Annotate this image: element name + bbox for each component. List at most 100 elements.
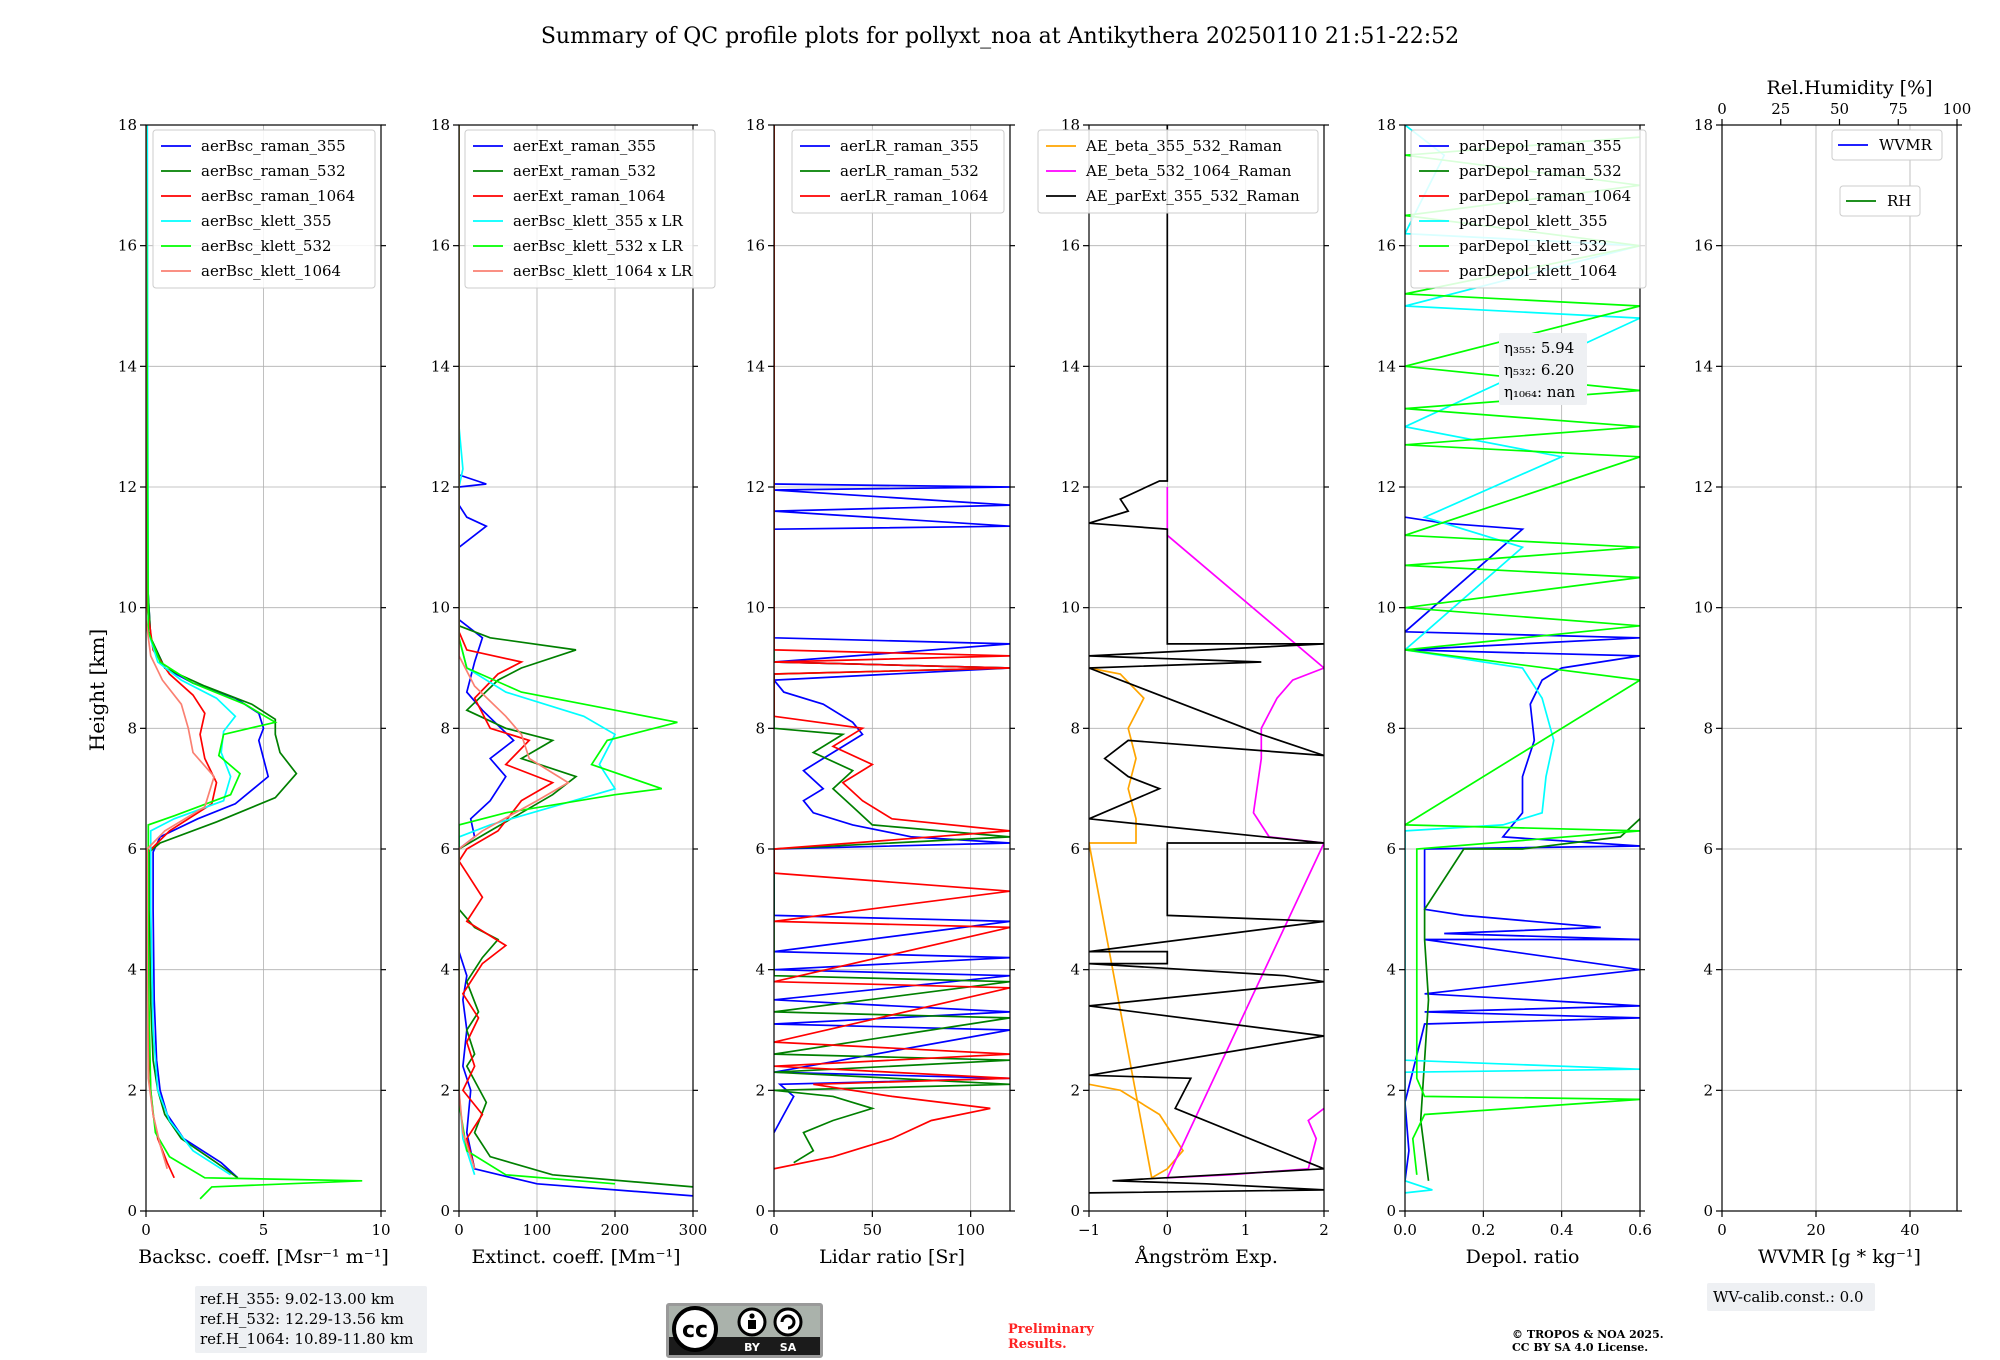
y-tick-label: 6: [1703, 840, 1713, 858]
x-tick-label: 100: [956, 1221, 985, 1239]
ref-heights-box: [195, 1286, 427, 1353]
x-tick-label: −1: [1078, 1221, 1100, 1239]
x-tick-label: 0.2: [1471, 1221, 1495, 1239]
eta-annotation-line: η₃₅₅: 5.94: [1504, 339, 1574, 357]
y-tick-label: 8: [127, 719, 137, 737]
y-tick-label: 0: [440, 1202, 450, 1220]
series-line-ae-parext-355-532-raman: [1089, 125, 1324, 1194]
y-tick-label: 0: [1070, 1202, 1080, 1220]
x-tick-label: 50: [863, 1221, 882, 1239]
y-tick-label: 14: [1061, 357, 1080, 375]
x-axis-label: Lidar ratio [Sr]: [819, 1246, 965, 1268]
y-tick-label: 16: [118, 237, 137, 255]
legend-entry-aerbsc-klett-532: aerBsc_klett_532: [201, 237, 332, 255]
copyright-line-2: CC BY SA 4.0 License.: [1512, 1341, 1648, 1354]
y-tick-label: 12: [1694, 478, 1713, 496]
y-tick-label: 0: [1386, 1202, 1396, 1220]
legend-box: [464, 129, 716, 289]
y-tick-label: 10: [1694, 599, 1713, 617]
x-axis-label: Ångström Exp.: [1134, 1246, 1278, 1268]
series-line-pardepol-raman-532: [1419, 818, 1640, 1181]
axes-frame: [1404, 124, 1641, 1212]
y-tick-label: 10: [118, 599, 137, 617]
series-line-pardepol-klett-355: [1405, 125, 1640, 1194]
legend-entry-pardepol-raman-355: parDepol_raman_355: [1459, 137, 1622, 155]
series-line-ae-beta-355-532-raman: [1089, 667, 1185, 1180]
x-tick-label: 0: [1717, 1221, 1727, 1239]
figure-title: Summary of QC profile plots for pollyxt_…: [541, 24, 1459, 49]
series-line-aerlr-raman-355: [774, 483, 1010, 1134]
y-tick-label: 4: [440, 961, 450, 979]
legend-entry-aerlr-raman-532: aerLR_raman_532: [840, 162, 979, 180]
series-line-aerlr-raman-532: [774, 125, 1010, 1164]
ref-height-1064: ref.H_1064: 10.89-11.80 km: [200, 1330, 413, 1348]
x-tick-label: 0: [1163, 1221, 1173, 1239]
y-tick-label: 0: [127, 1202, 137, 1220]
eta-annotation-line: η₁₀₆₄: nan: [1504, 383, 1575, 401]
y-tick-label: 14: [1694, 357, 1713, 375]
legend-entry-aerbsc-raman-1064: aerBsc_raman_1064: [201, 187, 355, 205]
legend-entry-rh: RH: [1887, 192, 1911, 210]
x-tick-label: 0.6: [1628, 1221, 1652, 1239]
y-axis-label: Height [km]: [85, 629, 109, 751]
x2-tick-label: 50: [1830, 100, 1849, 118]
series-line-aerext-raman-532: [459, 125, 693, 1188]
y-tick-label: 2: [1070, 1081, 1080, 1099]
legend-entry-aerbsc-klett-355: aerBsc_klett_355: [201, 212, 332, 230]
x-axis-label: Backsc. coeff. [Msr⁻¹ m⁻¹]: [138, 1246, 389, 1268]
legend-entry-ae-beta-532-1064-raman: AE_beta_532_1064_Raman: [1085, 162, 1292, 180]
legend-box: [791, 129, 1005, 214]
cc-by-sa-badge-icon: cc BY SA: [666, 1303, 823, 1358]
series-line-aerbsc-klett-355: [146, 125, 237, 1176]
eta-annotation-box: [1499, 333, 1587, 405]
legend-entry-aerbsc-klett-1064-x-lr: aerBsc_klett_1064 x LR: [513, 262, 693, 280]
x-tick-label: 100: [523, 1221, 552, 1239]
legend-entry-aerext-raman-1064: aerExt_raman_1064: [513, 187, 666, 205]
x-tick-label: 0: [769, 1221, 779, 1239]
axes-frame: [1721, 124, 1958, 1212]
y-tick-label: 4: [127, 961, 137, 979]
legend-entry-aerbsc-raman-355: aerBsc_raman_355: [201, 137, 346, 155]
y-tick-label: 18: [1694, 116, 1713, 134]
copyright-line-1: © TROPOS & NOA 2025.: [1512, 1328, 1664, 1341]
y-tick-label: 10: [1377, 599, 1396, 617]
y-tick-label: 2: [1386, 1081, 1396, 1099]
axes-frame: [458, 124, 694, 1212]
legend-entry-aerlr-raman-355: aerLR_raman_355: [840, 137, 979, 155]
y-tick-label: 2: [1703, 1081, 1713, 1099]
x-tick-label: 20: [1806, 1221, 1825, 1239]
y-tick-label: 2: [127, 1081, 137, 1099]
y-tick-label: 14: [1377, 357, 1396, 375]
y-tick-label: 12: [1377, 478, 1396, 496]
x2-tick-label: 25: [1771, 100, 1790, 118]
series-line-ae-beta-532-1064-raman: [1165, 487, 1324, 1179]
y-tick-label: 8: [1386, 719, 1396, 737]
x2-tick-label: 0: [1717, 100, 1727, 118]
legend-entry-pardepol-klett-355: parDepol_klett_355: [1459, 212, 1608, 230]
x-tick-label: 0: [141, 1221, 151, 1239]
x-tick-label: 40: [1900, 1221, 1919, 1239]
y-tick-label: 16: [1061, 237, 1080, 255]
eta-annotation-line: η₅₃₂: 6.20: [1504, 361, 1574, 379]
axes-frame: [1088, 124, 1325, 1212]
legend-box: [1831, 129, 1943, 161]
x-tick-label: 5: [259, 1221, 269, 1239]
x-axis-label: WVMR [g * kg⁻¹]: [1758, 1246, 1921, 1268]
legend-entry-pardepol-raman-532: parDepol_raman_532: [1459, 162, 1622, 180]
series-line-aerbsc-klett-532: [146, 125, 363, 1200]
y-tick-label: 12: [431, 478, 450, 496]
legend-entry-aerbsc-klett-1064: aerBsc_klett_1064: [201, 262, 341, 280]
legend-entry-wvmr: WVMR: [1879, 136, 1933, 154]
y-tick-label: 16: [1377, 237, 1396, 255]
svg-text:cc: cc: [682, 1318, 708, 1343]
y-tick-label: 12: [1061, 478, 1080, 496]
badge-by-label: BY: [744, 1341, 761, 1354]
x-tick-label: 0.4: [1550, 1221, 1574, 1239]
y-tick-label: 10: [746, 599, 765, 617]
x-tick-label: 300: [679, 1221, 708, 1239]
legend-box: [152, 129, 376, 289]
legend-box: [1410, 129, 1647, 289]
preliminary-text: Preliminary: [1008, 1322, 1094, 1337]
legend-entry-aerbsc-klett-532-x-lr: aerBsc_klett_532 x LR: [513, 237, 684, 255]
